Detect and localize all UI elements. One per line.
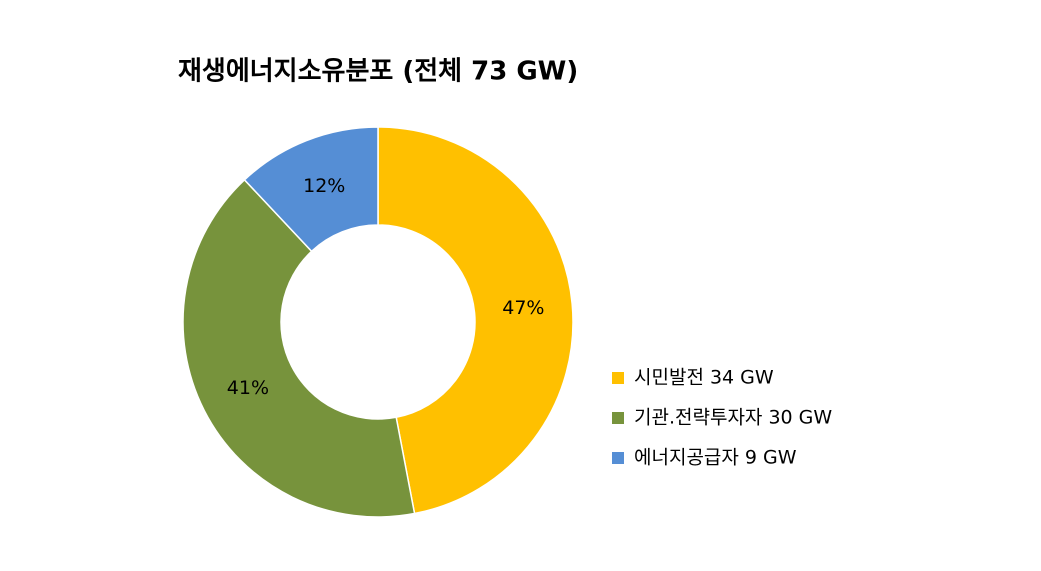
legend-swatch [612, 452, 624, 464]
data-label: 41% [227, 377, 269, 399]
legend-label: 기관.전략투자자 30 GW [634, 407, 832, 429]
legend-label: 시민발전 34 GW [634, 367, 774, 389]
chart-title: 재생에너지소유분포 (전체 73 GW) [178, 57, 578, 87]
donut-slice [243, 126, 379, 253]
donut-slice [377, 126, 574, 515]
data-label: 47% [502, 297, 544, 319]
legend-label: 에너지공급자 9 GW [634, 447, 797, 469]
legend-swatch [612, 372, 624, 384]
donut-slice [182, 178, 416, 518]
legend-swatch [612, 412, 624, 424]
data-label: 12% [303, 175, 345, 197]
